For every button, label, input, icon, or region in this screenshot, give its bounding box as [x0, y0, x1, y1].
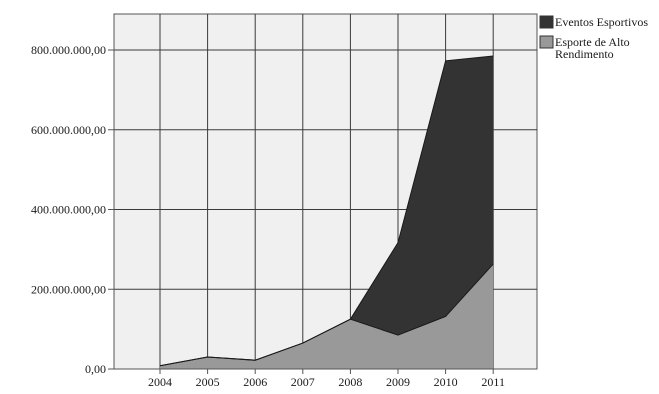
- legend: Eventos Esportivos Esporte de Alto Rendime…: [539, 15, 648, 61]
- y-tick-label: 800.000.000,00: [31, 43, 106, 57]
- y-axis-ticks: 0,00 200.000.000,00 400.000.000,00 600.000.…: [31, 43, 114, 376]
- y-tick-label: 200.000.000,00: [31, 282, 106, 296]
- y-tick-label: 600.000.000,00: [31, 123, 106, 137]
- x-tick-label: 2009: [386, 375, 410, 389]
- x-axis-ticks: 2004 2005 2006 2007 2008 2009 2010 2011: [148, 369, 505, 389]
- x-tick-label: 2011: [481, 375, 505, 389]
- area-eventos-esportivos: [160, 56, 494, 366]
- area-layer: [160, 56, 494, 369]
- line-eventos-esportivos: [159, 55, 494, 367]
- x-tick-label: 2006: [243, 375, 267, 389]
- x-tick-label: 2008: [338, 375, 362, 389]
- area-esporte-de-alto-rendimento: [160, 264, 494, 369]
- legend-swatch: [539, 35, 554, 49]
- legend-swatch: [539, 15, 554, 29]
- x-tick-label: 2005: [196, 375, 220, 389]
- legend-label: Esporte de Alto Rendimento: [555, 35, 630, 61]
- y-tick-label: 400.000.000,00: [31, 203, 106, 217]
- x-tick-label: 2004: [148, 375, 172, 389]
- series-outlines: [159, 55, 494, 367]
- x-tick-label: 2007: [291, 375, 315, 389]
- x-tick-label: 2010: [434, 375, 458, 389]
- y-tick-label: 0,00: [85, 362, 106, 376]
- legend-label: Eventos Esportivos: [555, 15, 648, 29]
